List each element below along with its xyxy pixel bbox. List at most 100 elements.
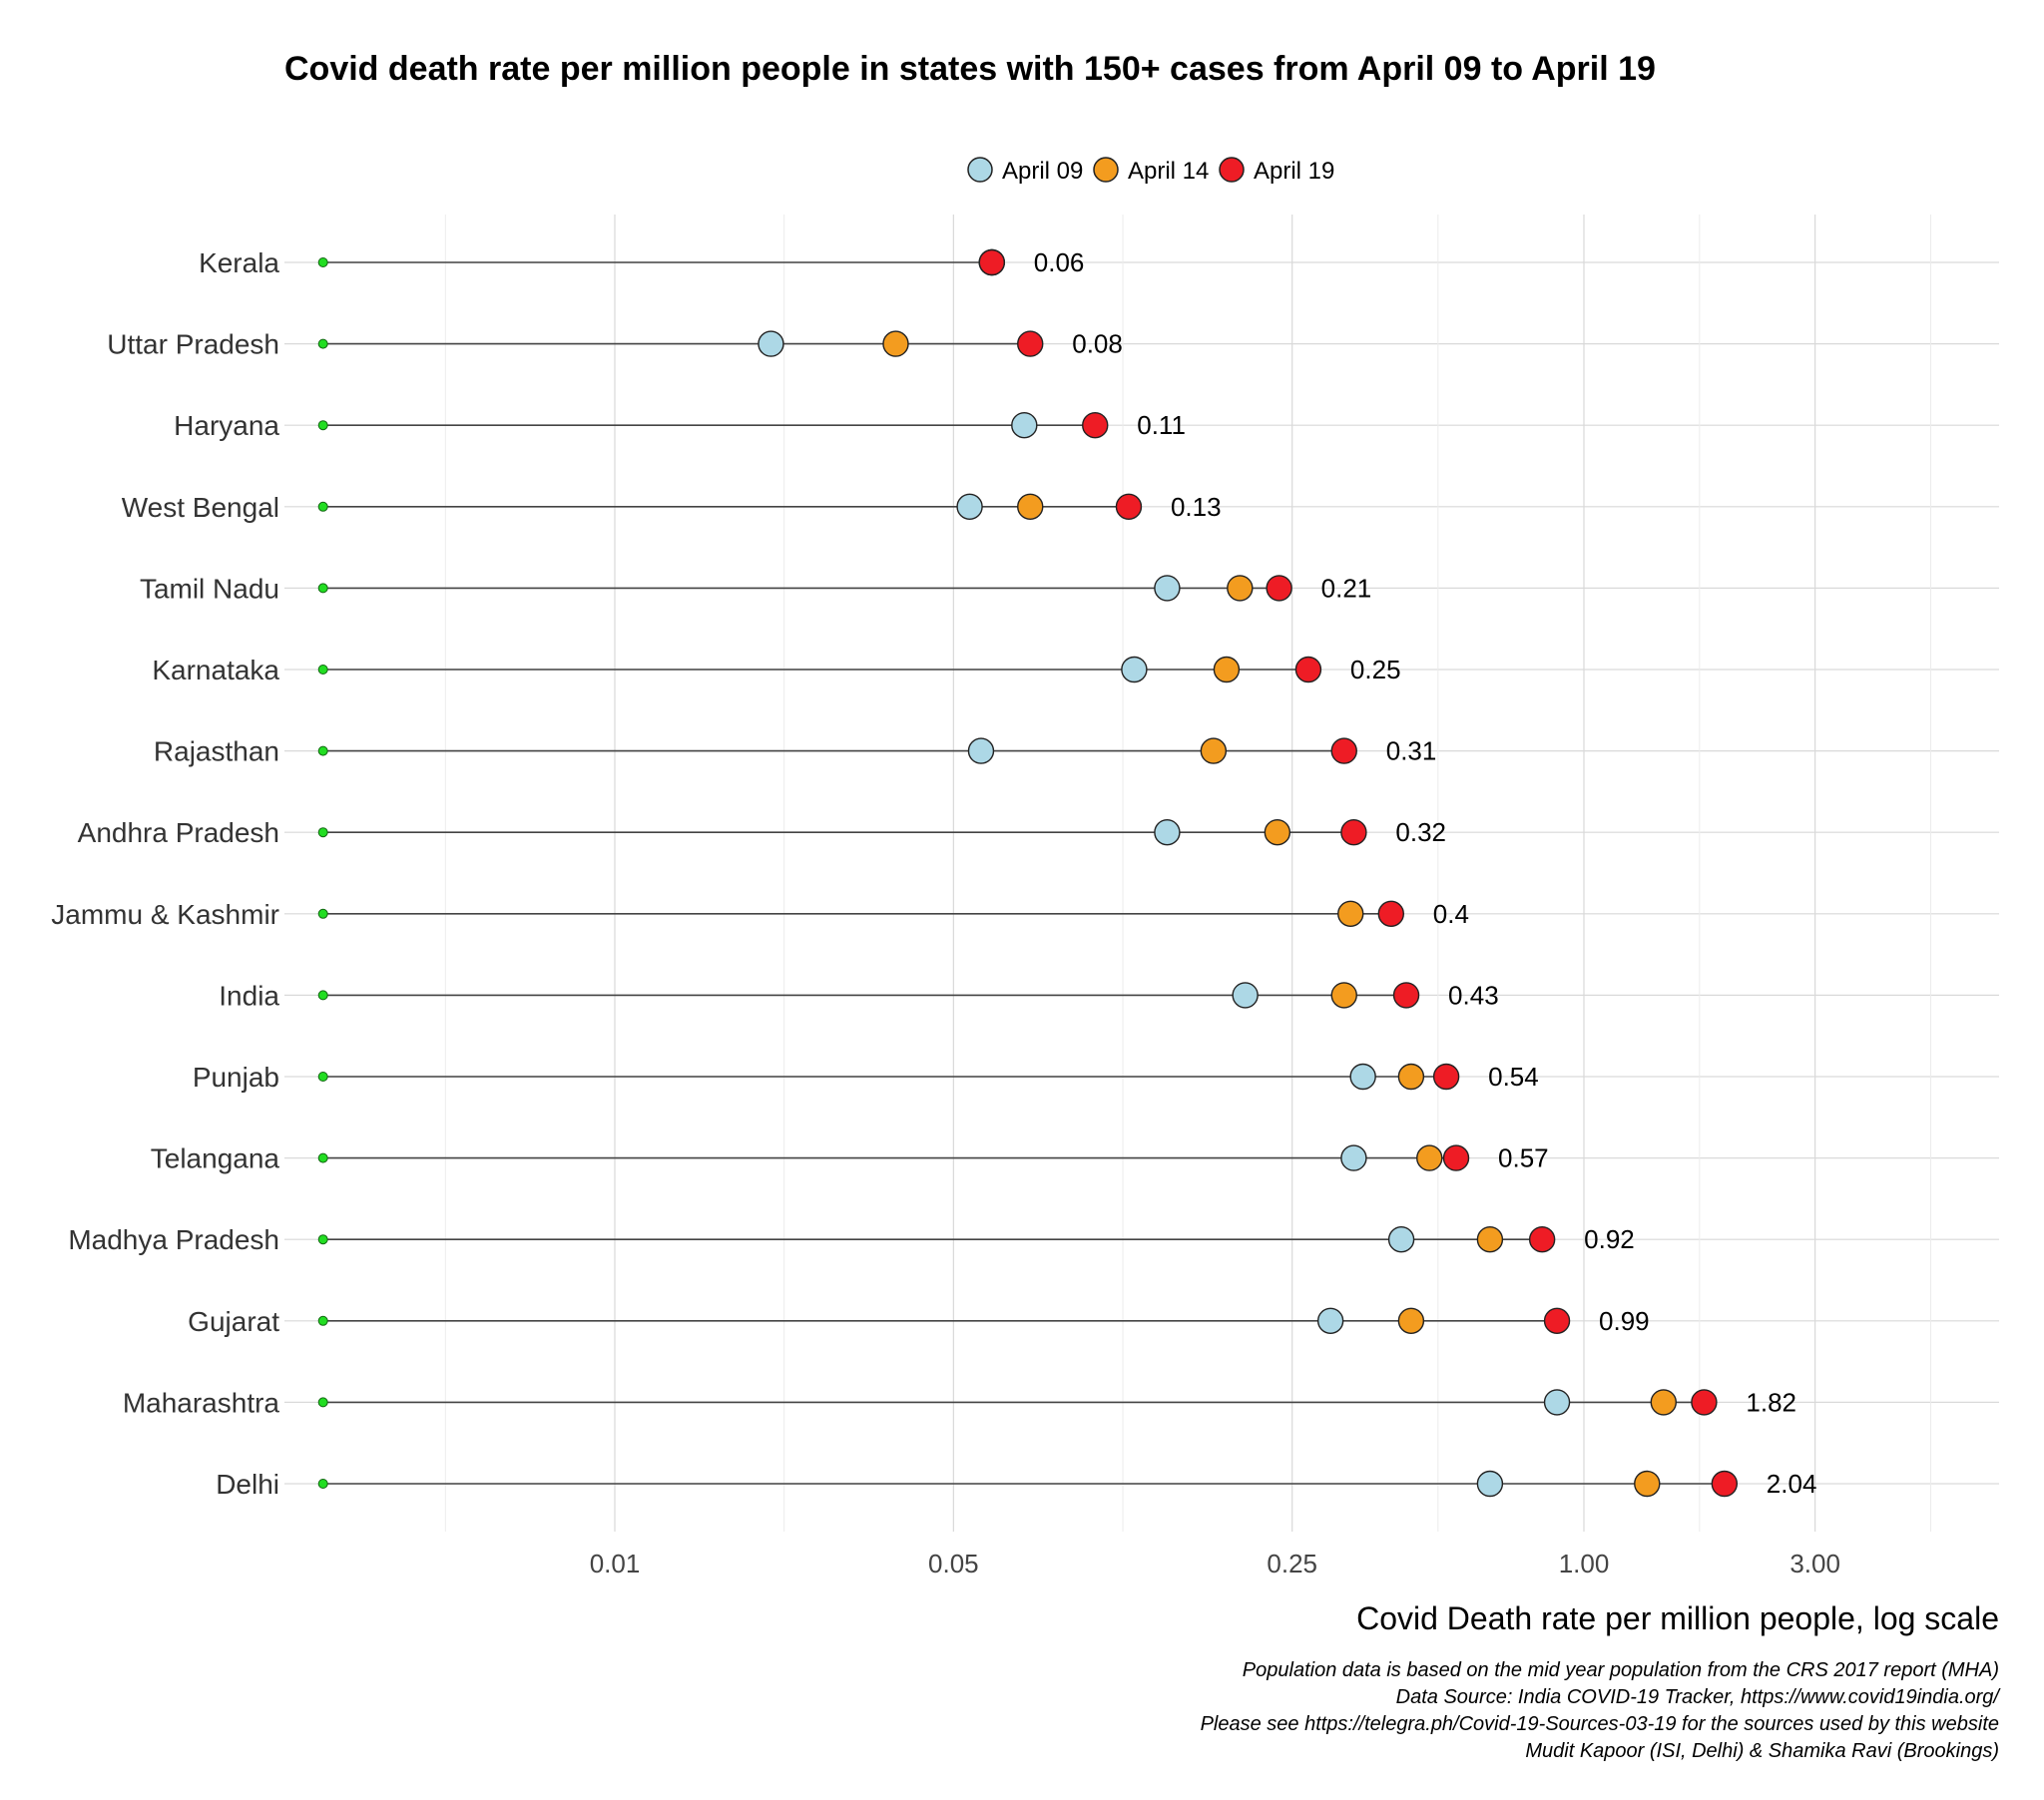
plot-rows: Kerala 0.06 Uttar Pradesh 0.08 Haryana 0.11 We… <box>51 247 1816 1500</box>
row-tamil-nadu: Tamil Nadu 0.21 <box>140 573 1371 604</box>
category-label: Gujarat <box>188 1306 279 1337</box>
category-label: Kerala <box>199 247 279 278</box>
point-april-09 <box>758 330 784 357</box>
value-label: 0.13 <box>1171 492 1222 522</box>
point-april-09 <box>967 737 995 764</box>
row-madhya-pradesh: Madhya Pradesh 0.92 <box>68 1224 1634 1255</box>
value-label: 0.25 <box>1350 655 1401 684</box>
baseline-point <box>317 908 328 919</box>
legend-label-april-19: April 19 <box>1254 158 1334 185</box>
row-haryana: Haryana 0.11 <box>174 410 1186 441</box>
value-label: 0.43 <box>1448 980 1499 1010</box>
row-andhra-pradesh: Andhra Pradesh 0.32 <box>78 817 1446 848</box>
baseline-point <box>317 1152 328 1163</box>
point-april-09 <box>1349 1063 1376 1091</box>
point-april-19 <box>1711 1470 1739 1498</box>
point-april-09 <box>956 493 983 520</box>
category-label: Telangana <box>151 1143 280 1174</box>
row-maharashtra: Maharashtra 1.82 <box>123 1387 1796 1418</box>
point-april-09 <box>1232 982 1259 1009</box>
baseline-point <box>317 338 328 349</box>
row-jammu-and-kashmir: Jammu & Kashmir 0.4 <box>51 899 1469 930</box>
point-april-19 <box>1330 737 1357 764</box>
category-label: Punjab <box>193 1062 279 1093</box>
x-tick-label-3: 1.00 <box>1559 1549 1610 1578</box>
point-april-09 <box>1340 1144 1367 1171</box>
value-label: 0.54 <box>1488 1062 1539 1092</box>
value-label: 0.31 <box>1386 736 1437 766</box>
category-label: Madhya Pradesh <box>68 1224 279 1255</box>
row-telangana: Telangana 0.57 <box>151 1143 1549 1174</box>
baseline-point <box>317 1397 328 1408</box>
x-tick-label-4: 3.00 <box>1789 1549 1840 1578</box>
point-april-19 <box>1442 1144 1470 1171</box>
x-tick-label-0: 0.01 <box>590 1549 641 1578</box>
row-gujarat: Gujarat 0.99 <box>188 1306 1649 1337</box>
row-uttar-pradesh: Uttar Pradesh 0.08 <box>107 329 1123 360</box>
point-april-19 <box>1082 412 1109 439</box>
point-april-09 <box>1387 1225 1415 1253</box>
row-rajasthan: Rajasthan 0.31 <box>154 736 1436 767</box>
point-april-14 <box>1397 1063 1425 1091</box>
baseline-point <box>317 1072 328 1082</box>
x-tick-label-2: 0.25 <box>1267 1549 1317 1578</box>
point-april-09 <box>1476 1470 1504 1498</box>
point-april-14 <box>1264 819 1291 846</box>
value-label: 0.32 <box>1395 817 1446 847</box>
baseline-point <box>317 1315 328 1326</box>
row-india: India 0.43 <box>219 980 1498 1011</box>
category-label: Maharashtra <box>123 1387 280 1418</box>
row-delhi: Delhi 2.04 <box>216 1469 1816 1500</box>
point-april-09 <box>1316 1307 1344 1335</box>
category-label: Jammu & Kashmir <box>51 899 279 930</box>
value-label: 0.21 <box>1321 573 1372 603</box>
point-april-19 <box>1543 1307 1571 1335</box>
x-axis-label: Covid Death rate per million people, log… <box>1356 1600 1999 1636</box>
value-label: 2.04 <box>1767 1469 1817 1499</box>
point-april-09 <box>1154 575 1181 602</box>
baseline-point <box>317 420 328 431</box>
point-april-14 <box>1337 900 1364 927</box>
point-april-14 <box>1397 1307 1425 1335</box>
point-april-19 <box>1294 656 1322 683</box>
value-label: 0.11 <box>1137 410 1186 440</box>
point-april-14 <box>882 330 909 357</box>
baseline-point <box>317 1234 328 1245</box>
category-label: Karnataka <box>152 655 279 685</box>
point-april-19 <box>1392 982 1420 1009</box>
legend-marker-april-19 <box>1219 157 1245 183</box>
category-label: Delhi <box>216 1469 279 1500</box>
point-april-14 <box>1017 493 1044 520</box>
point-april-19 <box>1691 1389 1718 1416</box>
point-april-19 <box>1377 900 1405 927</box>
legend-marker-april-09 <box>967 157 993 183</box>
value-label: 0.08 <box>1072 329 1123 359</box>
point-april-19 <box>1432 1063 1460 1091</box>
legend-label-april-14: April 14 <box>1128 158 1209 185</box>
legend-label-april-09: April 09 <box>1002 158 1083 185</box>
baseline-point <box>317 1479 328 1489</box>
baseline-point <box>317 745 328 756</box>
category-label: Haryana <box>174 410 279 441</box>
category-label: India <box>219 980 279 1011</box>
baseline-point <box>317 501 328 512</box>
point-april-19 <box>1340 819 1367 846</box>
point-april-14 <box>1330 982 1357 1009</box>
point-april-19 <box>1115 493 1143 520</box>
value-label: 0.99 <box>1599 1306 1650 1336</box>
point-april-14 <box>1213 656 1241 683</box>
point-april-14 <box>1650 1389 1677 1416</box>
baseline-point <box>317 583 328 594</box>
category-label: Uttar Pradesh <box>107 329 279 360</box>
point-april-09 <box>1121 656 1148 683</box>
point-april-14 <box>1416 1144 1443 1171</box>
x-axis-ticks: 0.01 0.05 0.25 1.00 3.00 <box>590 1549 1840 1578</box>
value-label: 0.06 <box>1034 247 1085 277</box>
baseline-point <box>317 257 328 267</box>
row-punjab: Punjab 0.54 <box>193 1062 1539 1093</box>
category-label: West Bengal <box>122 492 279 523</box>
caption-line-1: Population data is based on the mid year… <box>1243 1659 1999 1681</box>
category-label: Tamil Nadu <box>140 573 279 604</box>
point-april-19 <box>1017 330 1044 357</box>
